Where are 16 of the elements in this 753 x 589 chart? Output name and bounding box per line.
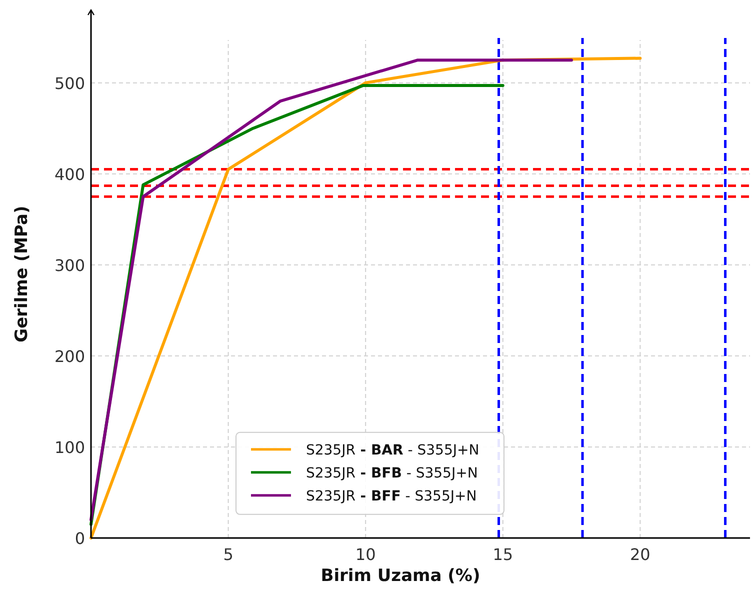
y-tick-label: 200 [54, 346, 85, 366]
x-tick-label: 10 [355, 545, 376, 564]
y-tick-label: 400 [54, 164, 85, 184]
x-tick-label: 20 [630, 545, 650, 564]
line-series [90, 58, 574, 522]
x-tick-label: 5 [223, 545, 234, 564]
y-tick-label: 300 [54, 256, 85, 275]
y-tick-label: 0 [74, 529, 85, 548]
y-tick-label: 100 [54, 438, 85, 457]
legend-label: S235JR - BFB - S355J+N [306, 465, 478, 482]
y-tick-label: 500 [54, 74, 85, 93]
legend-label: S235JR - BFF - S355J+N [306, 488, 477, 504]
x-axis-title: Birim Uzama (%) [320, 566, 480, 586]
y-axis-title: Gerilme (MPa) [12, 206, 32, 342]
x-tick-label: 15 [492, 545, 514, 564]
legend-label: S235JR - BAR - S355J+N [306, 442, 480, 458]
